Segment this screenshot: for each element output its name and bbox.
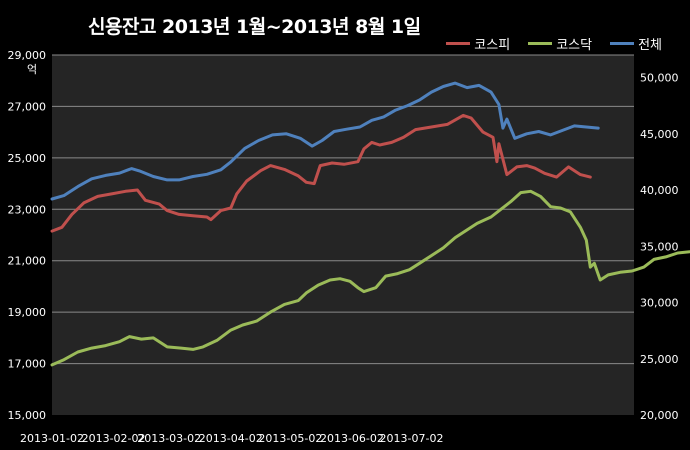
legend-swatch-kospi bbox=[446, 42, 471, 45]
x-tick-label: 2013-01-02 bbox=[20, 432, 84, 445]
x-tick-label: 2013-04-02 bbox=[199, 432, 263, 445]
y-left-tick-label: 19,000 bbox=[8, 306, 47, 319]
y-left-tick-label: 15,000 bbox=[8, 409, 47, 422]
x-tick-label: 2013-07-02 bbox=[380, 432, 444, 445]
x-tick-label: 2013-02-02 bbox=[82, 432, 146, 445]
y-right-tick-label: 45,000 bbox=[640, 128, 679, 141]
legend: 코스피 코스닥 전체 bbox=[446, 34, 662, 53]
y-left-unit-label: 억 bbox=[27, 63, 37, 76]
y-right-tick-label: 25,000 bbox=[640, 353, 679, 366]
y-left-tick-label: 21,000 bbox=[8, 255, 47, 268]
x-tick-label: 2013-03-02 bbox=[137, 432, 201, 445]
series-line-total bbox=[50, 81, 600, 201]
legend-item-total: 전체 bbox=[610, 34, 662, 53]
y-left-tick-label: 25,000 bbox=[8, 152, 47, 165]
legend-label-kospi: 코스피 bbox=[474, 38, 511, 53]
chart-title: 신용잔고 2013년 1월~2013년 8월 1일 bbox=[88, 16, 421, 38]
legend-label-total: 전체 bbox=[638, 38, 662, 53]
y-left-tick-label: 29,000 bbox=[8, 49, 47, 62]
plot-area bbox=[52, 55, 634, 415]
legend-swatch-total bbox=[610, 42, 635, 45]
series-line-kosdaq bbox=[50, 189, 690, 367]
legend-label-kosdaq: 코스닥 bbox=[556, 38, 593, 53]
y-right-tick-label: 40,000 bbox=[640, 184, 679, 197]
x-tick-label: 2013-05-02 bbox=[258, 432, 322, 445]
x-tick-label: 2013-06-02 bbox=[320, 432, 384, 445]
y-left-tick-label: 27,000 bbox=[8, 100, 47, 113]
y-right-tick-label: 20,000 bbox=[640, 409, 679, 422]
y-right-tick-label: 35,000 bbox=[640, 240, 679, 253]
y-left-tick-label: 17,000 bbox=[8, 358, 47, 371]
y-right-tick-label: 50,000 bbox=[640, 72, 679, 85]
series-line-kospi bbox=[50, 113, 592, 233]
y-right-tick-label: 30,000 bbox=[640, 297, 679, 310]
legend-item-kosdaq: 코스닥 bbox=[528, 34, 592, 53]
legend-item-kospi: 코스피 bbox=[446, 34, 510, 53]
y-left-tick-label: 23,000 bbox=[8, 203, 47, 216]
legend-swatch-kosdaq bbox=[528, 42, 553, 45]
